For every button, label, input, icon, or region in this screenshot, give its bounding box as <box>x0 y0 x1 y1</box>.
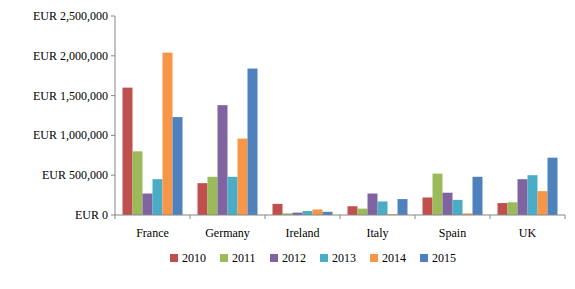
bar <box>303 211 313 215</box>
bar <box>548 158 558 215</box>
legend-swatch <box>370 254 378 262</box>
x-tick-label: Spain <box>439 226 466 240</box>
chart: EUR 0 EUR 500,000 EUR 1,000,000 EUR 1,500,0… <box>0 0 575 289</box>
bar <box>143 194 153 215</box>
bar <box>538 191 548 215</box>
y-tick-label: EUR 0 <box>75 208 108 222</box>
x-tick-label: Italy <box>367 226 389 240</box>
bar <box>508 202 518 215</box>
x-tick <box>265 215 266 219</box>
y-tick <box>111 95 115 96</box>
bar <box>238 139 248 215</box>
bar <box>423 197 433 215</box>
x-tick-label: Ireland <box>286 226 320 240</box>
bar <box>123 88 133 215</box>
bar <box>273 204 283 215</box>
legend-label: 2011 <box>232 251 256 265</box>
bar <box>453 200 463 215</box>
y-tick-label: EUR 500,000 <box>42 168 108 182</box>
y-axis <box>115 16 116 215</box>
bar <box>518 179 528 215</box>
x-tick <box>490 215 491 219</box>
x-tick <box>190 215 191 219</box>
x-tick-label: France <box>136 226 169 240</box>
legend-label: 2013 <box>332 251 356 265</box>
bar <box>433 174 443 215</box>
y-tick <box>111 175 115 176</box>
x-tick-label: Germany <box>205 226 250 240</box>
y-tick <box>111 135 115 136</box>
y-tick-label: EUR 1,000,000 <box>33 128 108 142</box>
bar <box>198 183 208 215</box>
x-tick <box>115 215 116 219</box>
legend-swatch <box>320 254 328 262</box>
bar <box>173 117 183 215</box>
y-tick <box>111 215 115 216</box>
bar <box>528 175 538 215</box>
bar <box>313 209 323 215</box>
legend-swatch <box>220 254 228 262</box>
x-tick <box>340 215 341 219</box>
bar <box>218 105 228 215</box>
x-tick <box>565 215 566 219</box>
bar <box>368 194 378 215</box>
bar <box>208 177 218 215</box>
bar <box>398 199 408 215</box>
bar <box>498 203 508 215</box>
legend-label: 2014 <box>382 251 406 265</box>
bars <box>123 53 558 215</box>
legend-label: 2010 <box>182 251 206 265</box>
bar <box>443 193 453 215</box>
bar <box>133 151 143 215</box>
legend-swatch <box>420 254 428 262</box>
bar <box>473 177 483 215</box>
x-tick <box>415 215 416 219</box>
bar <box>358 209 368 215</box>
y-tick-label: EUR 2,000,000 <box>33 49 108 63</box>
legend-swatch <box>170 254 178 262</box>
y-tick-label: EUR 2,500,000 <box>33 9 108 23</box>
legend-label: 2012 <box>282 251 306 265</box>
bar <box>153 179 163 215</box>
y-tick <box>111 55 115 56</box>
legend-label: 2015 <box>432 251 456 265</box>
bar <box>163 53 173 215</box>
x-tick-label: UK <box>519 226 537 240</box>
bar <box>378 201 388 215</box>
bar <box>248 69 258 215</box>
y-tick <box>111 16 115 17</box>
y-tick-label: EUR 1,500,000 <box>33 89 108 103</box>
bar <box>228 177 238 215</box>
legend-swatch <box>270 254 278 262</box>
bar <box>348 206 358 215</box>
